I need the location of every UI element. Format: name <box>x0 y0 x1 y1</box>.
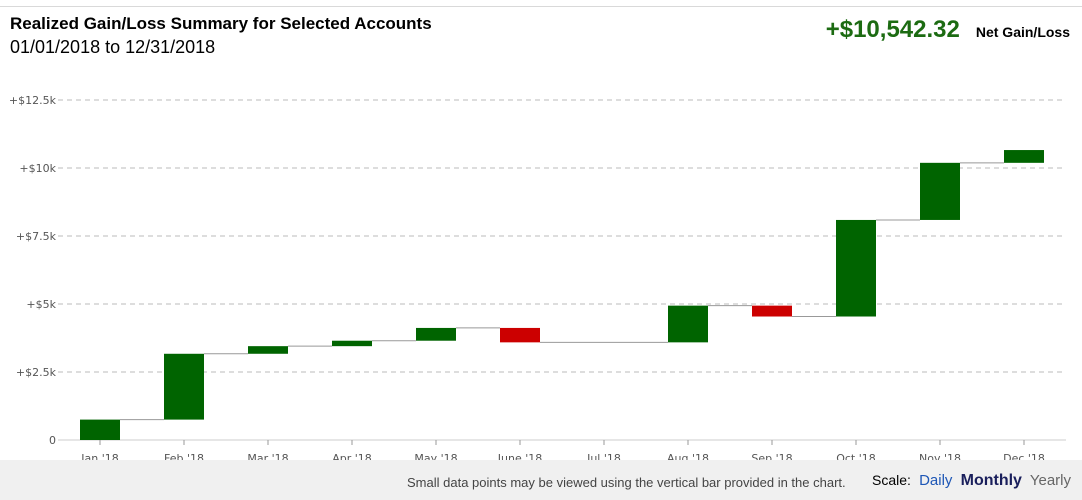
axis-layer: 0 +$2.5k +$5k +$7.5k +$10k +$12.5k Jan '18 Feb … <box>9 94 1066 460</box>
footer-bar <box>0 460 1082 500</box>
x-tick-label: Mar '18 <box>247 452 288 460</box>
net-gain-value: +$10,542.32 <box>825 16 960 43</box>
waterfall-bar <box>416 327 456 341</box>
waterfall-bar <box>668 305 708 343</box>
y-tick-label: +$12.5k <box>9 94 57 107</box>
x-tick-label: Apr '18 <box>332 452 372 460</box>
scale-monthly-link[interactable]: Monthly <box>960 472 1022 489</box>
x-tick-label: Jul '18 <box>586 452 621 460</box>
grid-layer <box>58 99 1066 373</box>
x-tick-label: Dec '18 <box>1003 452 1045 460</box>
net-gain-loss: +$10,542.32 Net Gain/Loss <box>826 16 1070 44</box>
y-tick-label: +$7.5k <box>16 230 57 243</box>
waterfall-bar <box>332 340 372 347</box>
waterfall-bar <box>248 346 288 354</box>
x-tick-label: Oct '18 <box>836 452 876 460</box>
waterfall-bar <box>752 305 792 317</box>
date-range: 01/01/2018 to 12/31/2018 <box>10 37 216 57</box>
scale-label: Scale: <box>872 472 911 488</box>
waterfall-bar <box>920 162 960 220</box>
waterfall-bar <box>836 219 876 317</box>
x-tick-label: Nov '18 <box>919 452 961 460</box>
y-tick-label: 0 <box>49 434 56 447</box>
y-tick-label: +$10k <box>19 162 56 175</box>
bar-layer <box>80 150 1044 440</box>
waterfall-bar <box>500 327 540 343</box>
x-tick-label: Feb '18 <box>164 452 204 460</box>
x-tick-label: May '18 <box>414 452 457 460</box>
waterfall-chart: 0 +$2.5k +$5k +$7.5k +$10k +$12.5k Jan '18 Feb … <box>9 94 1066 460</box>
scale-daily-link[interactable]: Daily <box>919 472 953 489</box>
scale-selector: Scale: Daily Monthly Yearly <box>872 472 1075 490</box>
x-tick-label: Aug '18 <box>667 452 709 460</box>
top-divider <box>0 6 1082 7</box>
x-tick-label: Sep '18 <box>751 452 792 460</box>
footnote: Small data points may be viewed using th… <box>407 475 846 490</box>
x-tick-label: June '18 <box>497 452 542 460</box>
y-tick-label: +$5k <box>26 298 56 311</box>
waterfall-bar <box>80 419 120 440</box>
net-gain-label: Net Gain/Loss <box>975 24 1070 40</box>
y-tick-label: +$2.5k <box>16 366 57 379</box>
waterfall-bar <box>164 353 204 420</box>
waterfall-bar <box>1004 150 1044 163</box>
scale-yearly-link[interactable]: Yearly <box>1029 472 1071 489</box>
x-tick-label: Jan '18 <box>80 452 118 460</box>
chart-title: Realized Gain/Loss Summary for Selected … <box>10 14 432 33</box>
